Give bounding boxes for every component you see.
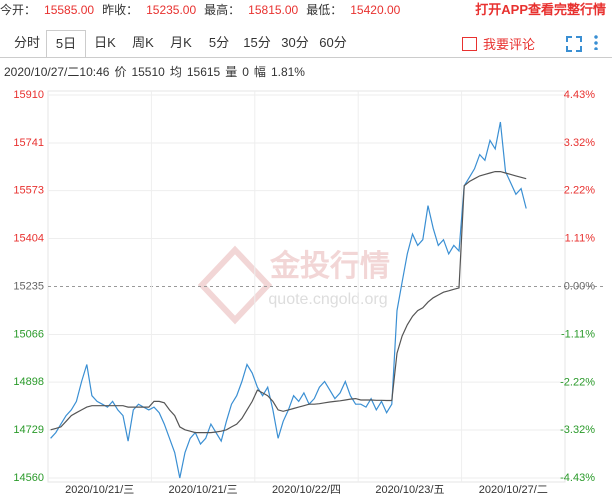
x-tick-label: 2020/10/21/三	[65, 484, 134, 496]
quote-value: 15815.00	[248, 3, 299, 17]
tab[interactable]: 月K	[170, 35, 192, 50]
y2-tick-label: 4.43%	[564, 89, 595, 101]
quote: 最低： 15420.00	[306, 3, 400, 17]
tab[interactable]: 5日	[46, 30, 86, 58]
status-value: 15615	[186, 65, 221, 79]
quote-value: 15235.00	[146, 3, 197, 17]
y2-tick-label: 2.22%	[564, 184, 595, 196]
tab[interactable]: 周K	[132, 35, 154, 50]
x-tick-label: 2020/10/22/四	[272, 484, 341, 496]
status-label: 幅	[253, 65, 266, 79]
y-tick-label: 15066	[13, 328, 44, 340]
y2-tick-label: -4.43%	[560, 472, 595, 484]
y2-tick-label: 1.11%	[565, 232, 596, 244]
tab[interactable]: 30分	[281, 35, 309, 50]
fullscreen-icon[interactable]	[566, 36, 582, 52]
status-label: 均	[169, 65, 182, 79]
quote: 最高： 15815.00	[204, 3, 298, 17]
watermark-url: quote.cngold.org	[268, 291, 387, 308]
status-value: 0	[242, 65, 249, 79]
quote-value: 15585.00	[44, 3, 95, 17]
tab[interactable]: 60分	[319, 35, 347, 50]
y2-tick-label: 3.32%	[564, 137, 595, 149]
x-tick-label: 2020/10/23/五	[375, 484, 444, 496]
y-tick-label: 14729	[13, 424, 44, 436]
y-tick-label: 15404	[13, 232, 44, 244]
status-line: 2020/10/27/二10:46 价 15510 均 15615 量 0 幅 1.81%	[4, 63, 310, 80]
status-label: 价	[114, 65, 127, 79]
app-link[interactable]: 打开APP查看完整行情	[475, 2, 606, 17]
tab[interactable]: 15分	[243, 35, 271, 50]
y2-tick-label: -1.11%	[561, 328, 595, 340]
x-tick-label: 2020/10/21/三	[169, 484, 238, 496]
tab[interactable]: 5分	[208, 35, 230, 50]
quote-value: 15420.00	[350, 3, 401, 17]
y-tick-label: 15910	[13, 89, 44, 101]
quote: 今开： 15585.00	[0, 3, 94, 17]
comment-text: 我要评论	[483, 37, 536, 52]
comment-button[interactable]: 我要评论	[462, 34, 535, 53]
tab[interactable]: 日K	[94, 35, 116, 50]
watermark-logo	[197, 245, 273, 325]
status-value: 15510	[131, 65, 165, 79]
y2-tick-label: -2.22%	[560, 376, 595, 388]
quote-label: 今开：	[0, 3, 37, 17]
tab-underline	[0, 57, 612, 58]
quotes: 今开： 15585.00 昨收： 15235.00 最高： 15815.00 最低： 1542…	[0, 0, 612, 20]
tab[interactable]: 分时	[13, 35, 40, 50]
quote-label: 昨收：	[102, 3, 139, 17]
watermark-title: 金投行情	[269, 249, 390, 283]
y-tick-label: 15741	[13, 137, 44, 149]
y2-tick-label: -3.32%	[560, 424, 595, 436]
tabs: 分时 5日 日K 周K 月K 5分 15分 30分 60分	[8, 30, 352, 58]
y-tick-label: 14560	[13, 472, 44, 484]
average-line	[50, 171, 527, 434]
menu-icon[interactable]	[594, 34, 598, 50]
y-tick-label: 15235	[13, 280, 44, 292]
x-tick-label: 2020/10/27/二	[479, 484, 548, 496]
quote-bar: 今开： 15585.00 昨收： 15235.00 最高： 15815.00 最低： 1542…	[0, 0, 612, 20]
status-label: 量	[225, 65, 238, 79]
status-time: 2020/10/27/二10:46	[4, 65, 110, 79]
y-tick-label: 15573	[13, 185, 44, 197]
quote: 昨收： 15235.00	[102, 3, 196, 17]
y-tick-label: 14898	[13, 376, 44, 388]
quote-label: 最高：	[204, 3, 241, 17]
status-value: 1.81%	[270, 65, 305, 79]
quote-label: 最低：	[306, 3, 343, 17]
comment-icon	[462, 37, 477, 51]
y2-tick-label: 0.00%	[564, 280, 595, 292]
